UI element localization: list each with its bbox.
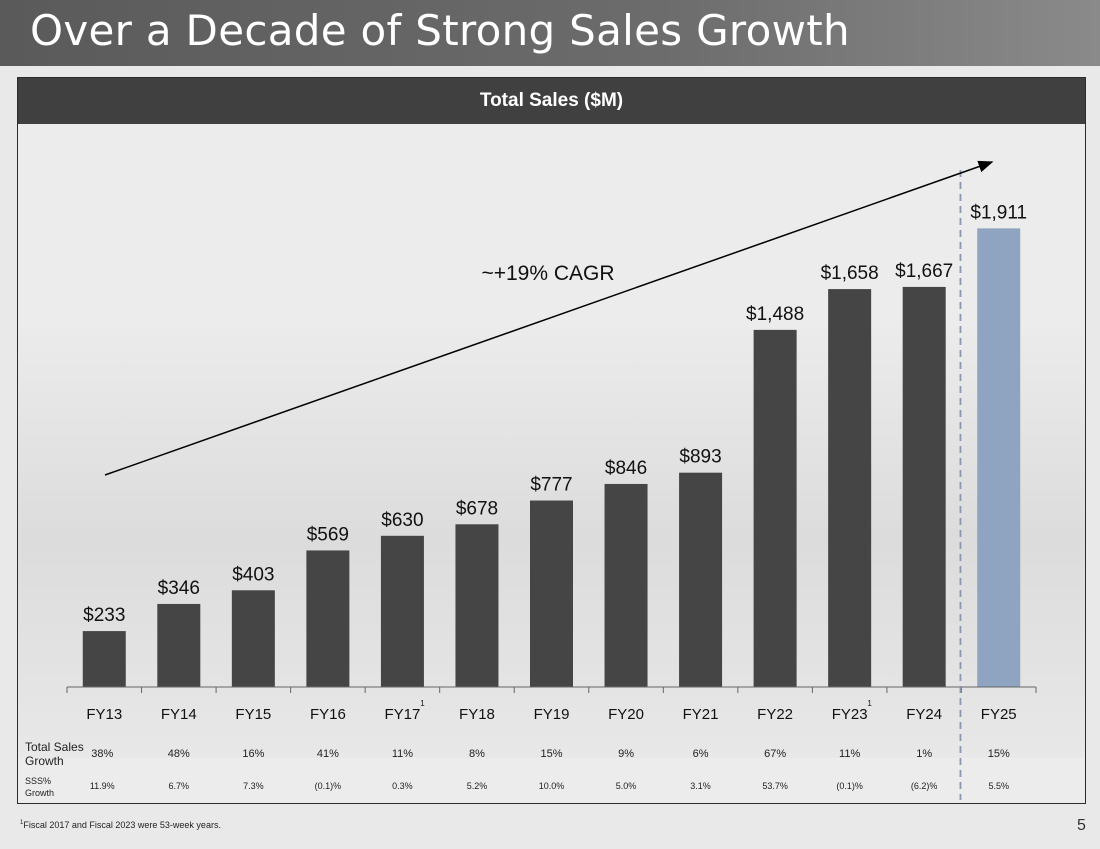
bar-fy14 (157, 603, 201, 687)
sss-growth-fy14: 6.7% (168, 781, 190, 791)
bar-fy17 (380, 535, 424, 687)
data-label-fy24: $1,667 (895, 261, 953, 282)
data-label-fy25: $1,911 (970, 202, 1027, 223)
bar-fy24 (902, 286, 946, 687)
tick-label-fy18: FY18 (459, 706, 495, 723)
data-label-fy21: $893 (679, 447, 721, 468)
bar-fy18 (455, 524, 499, 687)
total-sales-growth-fy19: 15% (540, 748, 563, 760)
data-label-fy14: $346 (158, 578, 200, 599)
data-label-fy16: $569 (307, 524, 349, 545)
bar-fy13 (82, 631, 126, 687)
bar-fy15 (231, 590, 275, 687)
total-sales-growth-fy23: 11% (839, 748, 861, 760)
sss-growth-fy21: 3.1% (690, 781, 711, 791)
superscript-fy17: 1 (420, 699, 425, 708)
sss-growth-fy19: 10.0% (538, 781, 565, 791)
total-sales-growth-fy18: 8% (469, 748, 485, 760)
bar-fy21 (679, 472, 723, 687)
tick-label-fy22: FY22 (757, 706, 793, 723)
bar-fy16 (306, 550, 350, 687)
cagr-annotation: ~+19% CAGR (481, 262, 614, 285)
title-bar: Over a Decade of Strong Sales Growth (0, 0, 1100, 66)
tick-label-fy15: FY15 (235, 706, 271, 723)
total-sales-growth-fy21: 6% (692, 748, 709, 760)
total-sales-growth-fy24: 1% (916, 748, 933, 760)
total-sales-growth-fy25: 15% (987, 748, 1010, 760)
data-label-fy22: $1,488 (746, 304, 804, 325)
sss-growth-fy15: 7.3% (243, 781, 264, 791)
data-label-fy19: $777 (530, 475, 572, 496)
total-sales-growth-fy22: 67% (764, 748, 787, 760)
cagr-arrow (104, 160, 994, 476)
total-sales-growth-fy20: 9% (618, 748, 634, 760)
tick-label-fy24: FY24 (906, 706, 942, 723)
bar-fy20 (604, 483, 648, 687)
tick-label-fy25: FY25 (981, 706, 1017, 723)
sss-growth-fy16: (0.1)% (314, 781, 342, 791)
tick-label-fy23: FY23 (832, 706, 868, 723)
sss-growth-label: SSS% Growth (25, 776, 55, 798)
tick-label-fy16: FY16 (310, 706, 346, 723)
sss-growth-fy24: (6.2)% (910, 781, 938, 791)
data-label-fy13: $233 (83, 605, 125, 626)
data-label-fy18: $678 (456, 498, 498, 519)
page-number: 5 (1077, 817, 1086, 834)
total-sales-growth-fy13: 38% (91, 748, 114, 760)
data-label-fy17: $630 (381, 510, 423, 531)
tick-label-fy19: FY19 (534, 706, 570, 723)
sss-growth-fy22: 53.7% (762, 781, 788, 791)
tick-label-fy17: FY17 (384, 706, 420, 723)
sss-growth-fy13: 11.9% (89, 781, 115, 791)
tick-label-fy13: FY13 (86, 706, 122, 723)
sss-growth-fy17: 0.3% (392, 781, 413, 791)
total-sales-growth-fy16: 41% (316, 748, 339, 760)
sss-growth-fy18: 5.2% (466, 781, 488, 791)
data-label-fy23: $1,658 (821, 263, 879, 284)
total-sales-growth-fy17: 11% (391, 748, 414, 760)
data-label-fy15: $403 (232, 564, 274, 585)
bar-fy23 (828, 289, 872, 687)
chart-title: Total Sales ($M) (18, 78, 1085, 124)
tick-label-fy21: FY21 (683, 706, 719, 723)
tick-label-fy20: FY20 (608, 706, 644, 723)
total-sales-growth-fy14: 48% (167, 748, 190, 760)
bar-fy22 (753, 329, 797, 687)
footnote-text: Fiscal 2017 and Fiscal 2023 were 53-week… (23, 820, 221, 830)
footnote: 1Fiscal 2017 and Fiscal 2023 were 53-wee… (20, 820, 221, 830)
total-sales-growth-label: Total Sales Growth (25, 740, 84, 768)
footnote-marker: 1 (20, 820, 24, 826)
total-sales-growth-fy15: 16% (242, 748, 265, 760)
superscript-fy23: 1 (867, 699, 872, 708)
sss-growth-fy25: 5.5% (988, 781, 1009, 791)
sss-growth-fy23: (0.1)% (836, 781, 863, 791)
sss-growth-fy20: 5.0% (615, 781, 637, 791)
page-title: Over a Decade of Strong Sales Growth (30, 6, 850, 55)
data-label-fy20: $846 (605, 458, 647, 479)
bar-fy19 (530, 500, 573, 687)
bar-fy25 (977, 228, 1021, 688)
tick-label-fy14: FY14 (161, 706, 197, 723)
